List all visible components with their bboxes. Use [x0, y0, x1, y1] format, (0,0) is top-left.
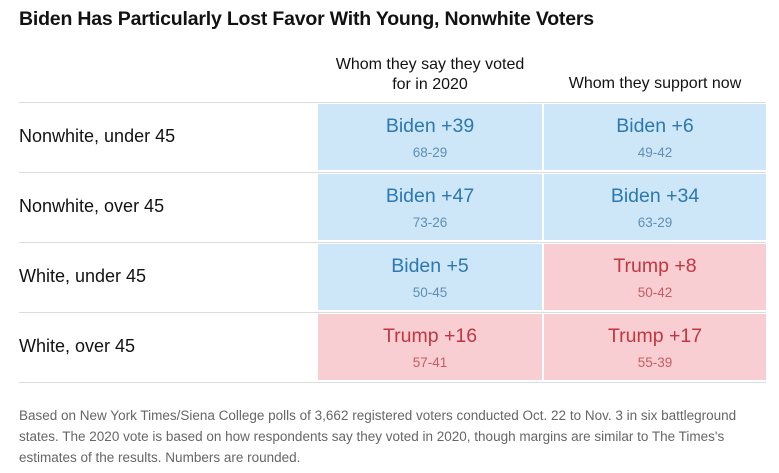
margin-value: Biden +5 — [391, 255, 469, 277]
row-divider — [19, 242, 766, 243]
margin-value: Trump +17 — [607, 325, 703, 347]
table-cell: Trump +16 57-41 — [318, 314, 542, 380]
row-divider — [19, 102, 766, 103]
vote-split: 73-26 — [412, 215, 448, 230]
margin-value: Trump +16 — [382, 325, 478, 347]
row-label: Nonwhite, under 45 — [19, 126, 176, 146]
row-label: Nonwhite, over 45 — [19, 196, 165, 216]
margin-value: Trump +8 — [613, 255, 697, 277]
column-header-support-now: Whom they support now — [568, 75, 742, 92]
table-cell: Biden +5 50-45 — [318, 244, 542, 310]
table-cell: Biden +47 73-26 — [318, 174, 542, 240]
vote-split: 50-45 — [412, 285, 448, 300]
table-cell: Trump +8 50-42 — [544, 244, 766, 310]
column-header-2020-vote: Whom they say they voted for in 2020 — [335, 56, 525, 93]
row-divider — [19, 382, 766, 383]
row-divider — [19, 172, 766, 173]
row-label: White, under 45 — [19, 266, 147, 286]
margin-value: Biden +47 — [385, 185, 475, 207]
margin-value: Biden +6 — [616, 115, 694, 137]
table-cell: Biden +6 49-42 — [544, 104, 766, 170]
source-note: Based on New York Times/Siena College po… — [19, 408, 737, 465]
table-cell: Biden +34 63-29 — [544, 174, 766, 240]
vote-split: 50-42 — [637, 285, 673, 300]
chart-title: Biden Has Particularly Lost Favor With Y… — [19, 8, 594, 30]
vote-split: 63-29 — [637, 215, 673, 230]
vote-split: 49-42 — [637, 145, 673, 160]
table-cell: Biden +39 68-29 — [318, 104, 542, 170]
vote-split: 68-29 — [412, 145, 448, 160]
row-divider — [19, 312, 766, 313]
vote-split: 55-39 — [637, 355, 673, 370]
margin-value: Biden +34 — [610, 185, 700, 207]
vote-split: 57-41 — [412, 355, 448, 370]
row-label: White, over 45 — [19, 336, 136, 356]
margin-value: Biden +39 — [385, 115, 475, 137]
table-cell: Trump +17 55-39 — [544, 314, 766, 380]
